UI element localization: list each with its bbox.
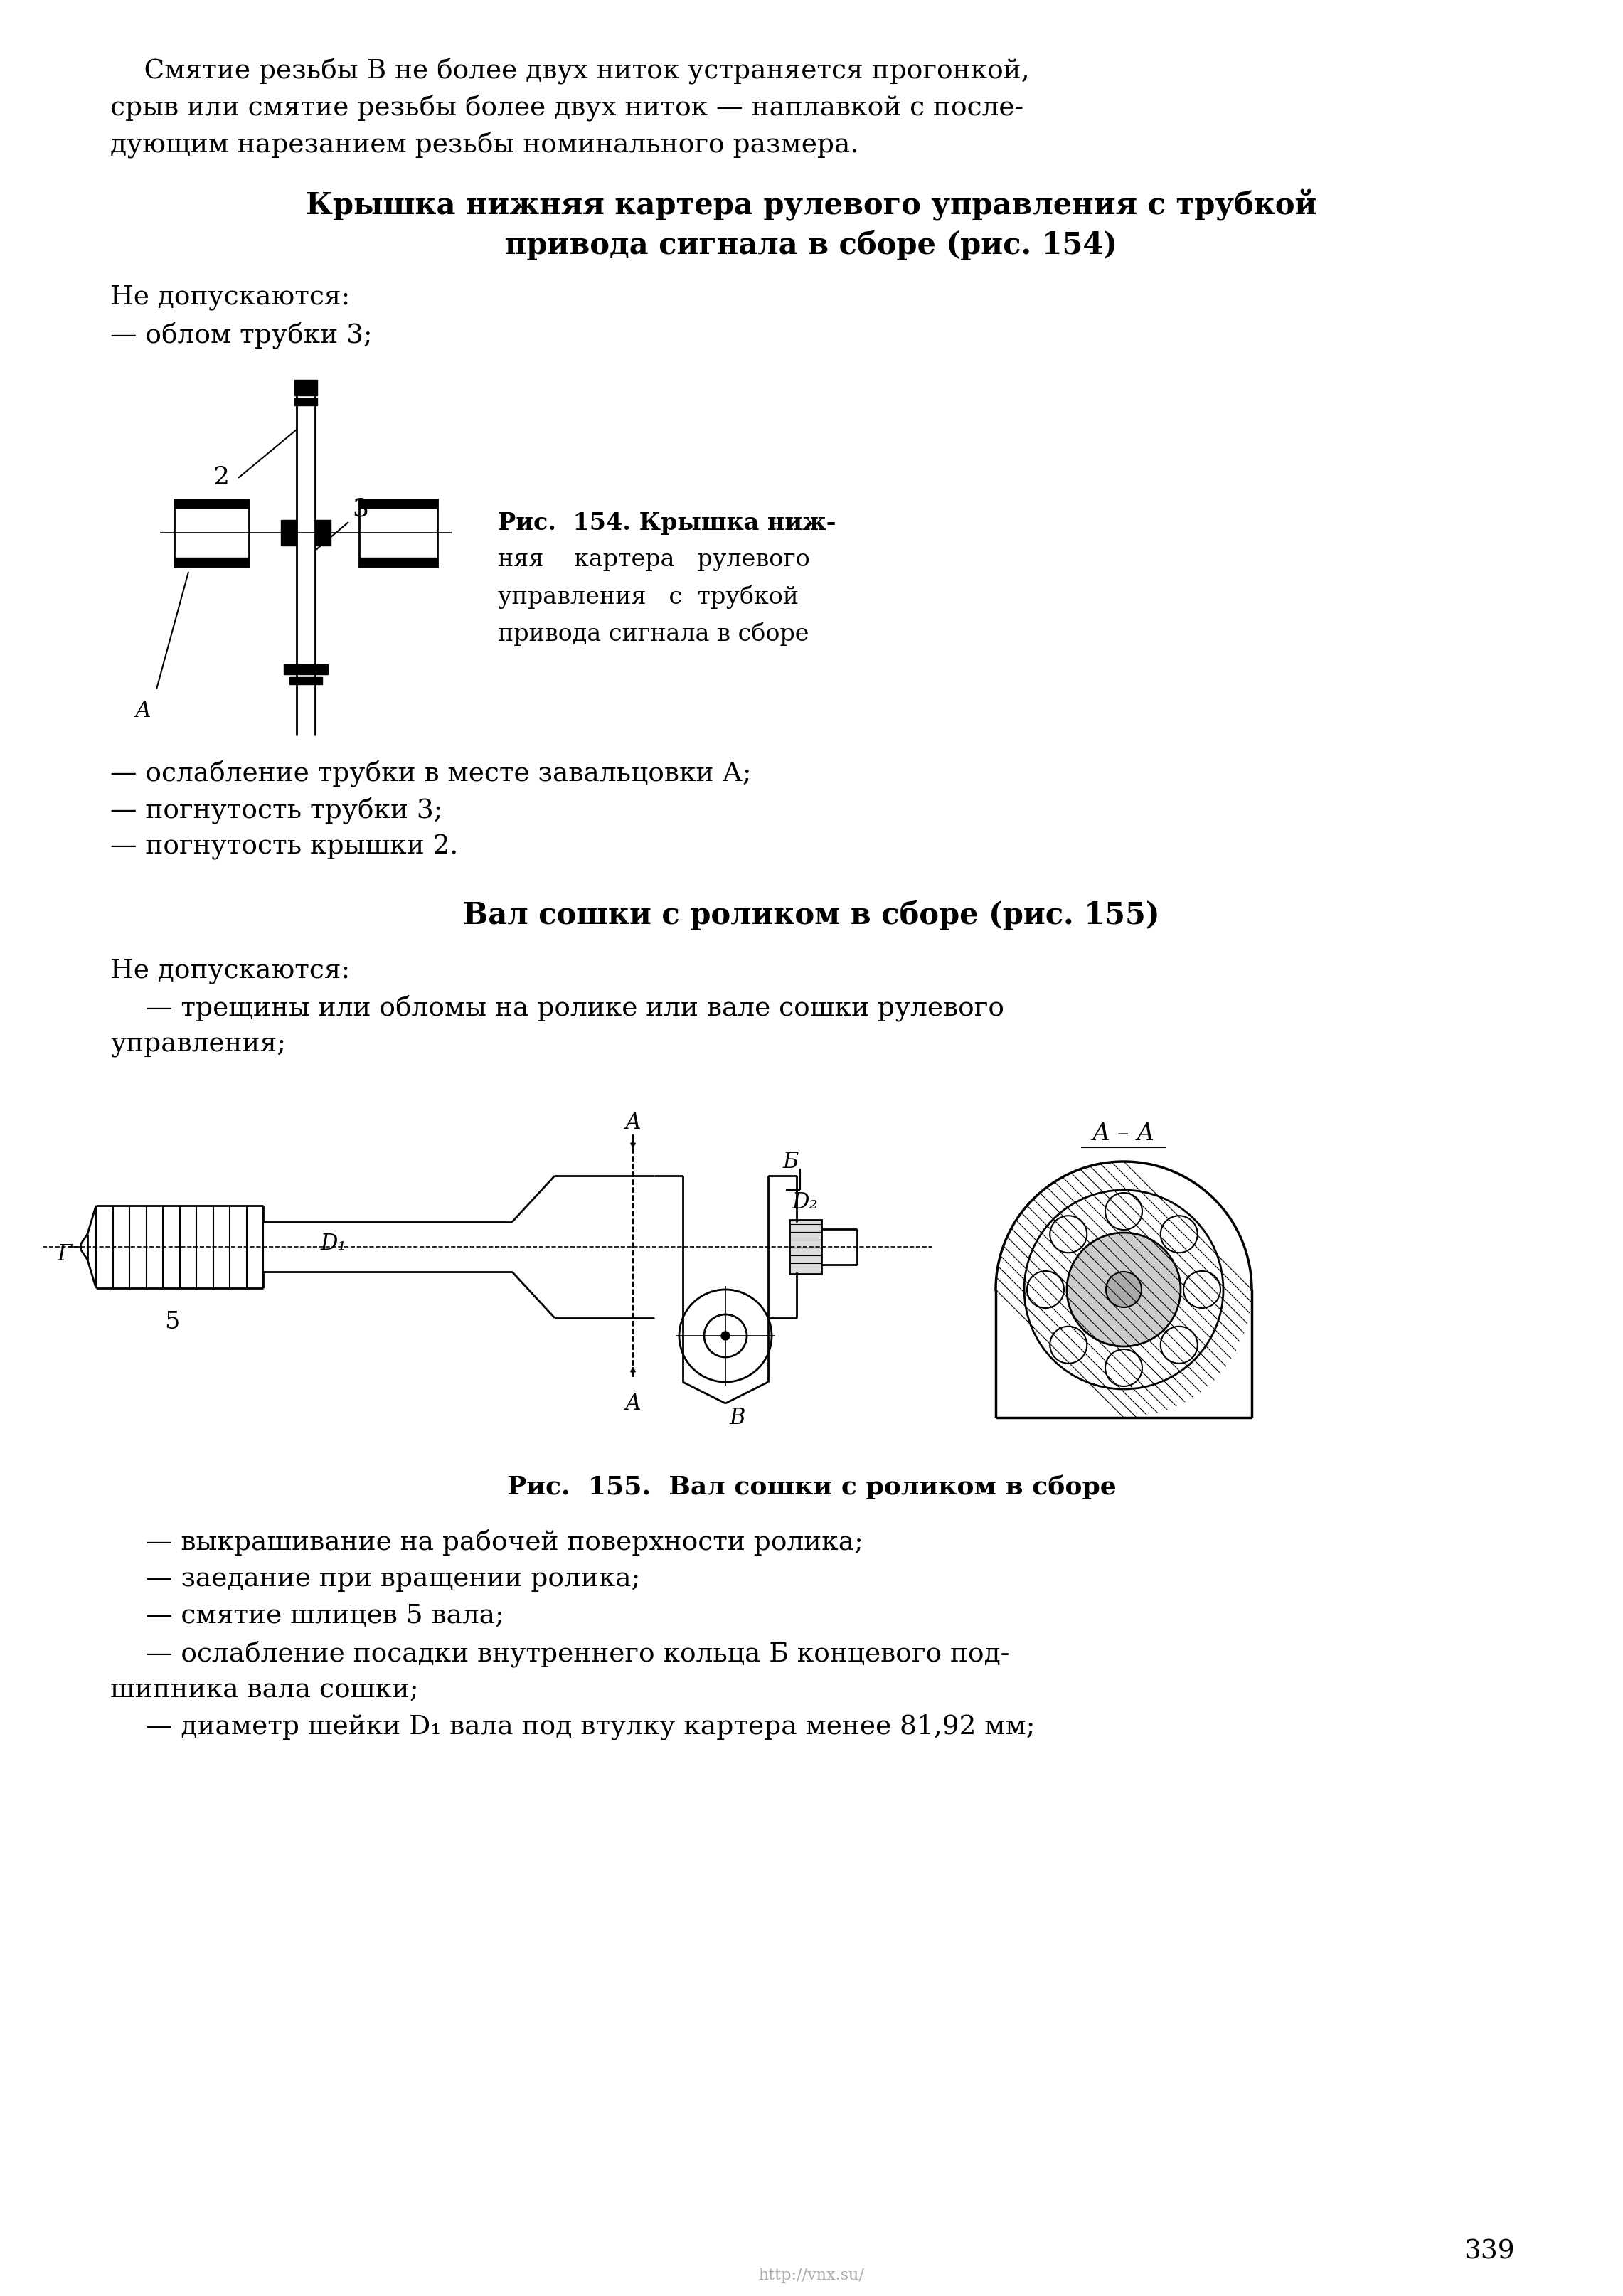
Bar [174, 498, 248, 507]
Circle shape [721, 1332, 730, 1341]
Bar [315, 519, 331, 546]
Text: дующим нарезанием резьбы номинального размера.: дующим нарезанием резьбы номинального ра… [110, 131, 859, 158]
Text: — погнутость крышки 2.: — погнутость крышки 2. [110, 833, 458, 861]
Text: А: А [135, 700, 151, 721]
Bar [174, 558, 248, 567]
Text: 5: 5 [164, 1311, 180, 1334]
Text: няя    картера   рулевого: няя картера рулевого [498, 549, 810, 572]
Text: Рис.  155.  Вал сошки с роликом в сборе: Рис. 155. Вал сошки с роликом в сборе [506, 1474, 1117, 1499]
Text: D₁: D₁ [320, 1233, 346, 1254]
Text: — ослабление трубки в месте завальцовки А;: — ослабление трубки в месте завальцовки … [110, 760, 751, 788]
Text: Не допускаются:: Не допускаются: [110, 285, 351, 310]
Text: — заедание при вращении ролика;: — заедание при вращении ролика; [146, 1566, 641, 1591]
Text: А: А [625, 1394, 641, 1414]
Text: Крышка нижняя картера рулевого управления с трубкой: Крышка нижняя картера рулевого управлени… [307, 188, 1316, 220]
Text: Смятие резьбы В не более двух ниток устраняется прогонкой,: Смятие резьбы В не более двух ниток устр… [110, 57, 1029, 83]
Bar [359, 498, 438, 567]
Bar [789, 1219, 821, 1274]
Text: А: А [625, 1111, 641, 1134]
Text: http://vnx.su/: http://vnx.su/ [758, 2268, 865, 2282]
Text: Рис.  154. Крышка ниж-: Рис. 154. Крышка ниж- [498, 512, 836, 535]
Circle shape [1066, 1233, 1180, 1345]
Text: D₂: D₂ [792, 1192, 818, 1215]
Circle shape [1105, 1272, 1141, 1306]
Text: шипника вала сошки;: шипника вала сошки; [110, 1676, 419, 1704]
Text: А – А: А – А [1092, 1123, 1156, 1146]
Text: Б: Б [782, 1150, 799, 1173]
Text: — облом трубки 3;: — облом трубки 3; [110, 321, 372, 349]
Text: 2: 2 [213, 466, 230, 489]
Text: — выкрашивание на рабочей поверхности ролика;: — выкрашивание на рабочей поверхности ро… [146, 1529, 863, 1557]
Bar [289, 677, 323, 684]
Bar [294, 379, 316, 395]
Circle shape [1024, 1189, 1224, 1389]
Text: Не допускаются:: Не допускаются: [110, 957, 351, 983]
Text: — диаметр шейки D₁ вала под втулку картера менее 81,92 мм;: — диаметр шейки D₁ вала под втулку карте… [146, 1715, 1035, 1740]
Bar [359, 558, 438, 567]
Text: срыв или смятие резьбы более двух ниток — наплавкой с после-: срыв или смятие резьбы более двух ниток … [110, 94, 1024, 122]
Bar [284, 664, 328, 675]
Text: — погнутость трубки 3;: — погнутость трубки 3; [110, 797, 443, 824]
Text: привода сигнала в сборе (рис. 154): привода сигнала в сборе (рис. 154) [505, 230, 1118, 259]
Bar [281, 519, 297, 546]
Text: — ослабление посадки внутреннего кольца Б концевого под-: — ослабление посадки внутреннего кольца … [146, 1639, 1010, 1667]
Text: 3: 3 [352, 498, 368, 521]
Text: В: В [729, 1407, 745, 1428]
Text: управления   с  трубкой: управления с трубкой [498, 585, 799, 608]
Text: — смятие шлицев 5 вала;: — смятие шлицев 5 вала; [146, 1603, 505, 1628]
Bar [359, 498, 438, 507]
Bar [174, 498, 248, 567]
Text: Вал сошки с роликом в сборе (рис. 155): Вал сошки с роликом в сборе (рис. 155) [463, 900, 1160, 930]
Bar [294, 397, 316, 406]
Text: привода сигнала в сборе: привода сигнала в сборе [498, 622, 808, 645]
Text: 339: 339 [1464, 2239, 1514, 2264]
Text: — трещины или обломы на ролике или вале сошки рулевого: — трещины или обломы на ролике или вале … [146, 994, 1005, 1022]
Text: Г: Г [57, 1244, 71, 1265]
Text: управления;: управления; [110, 1033, 286, 1058]
